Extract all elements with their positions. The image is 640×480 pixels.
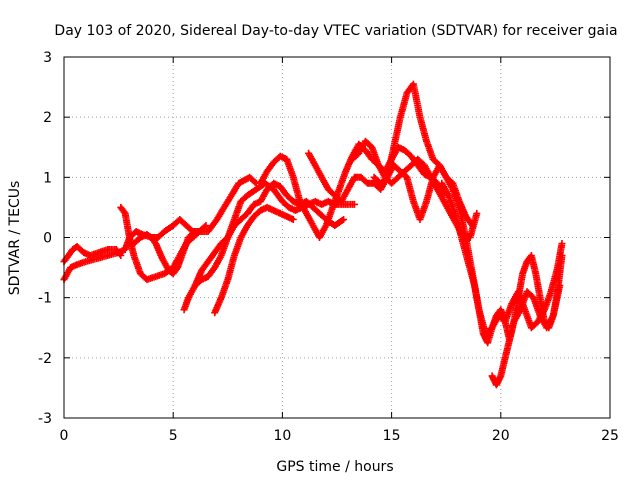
x-tick-label: 20 bbox=[492, 428, 510, 444]
x-tick-label: 0 bbox=[60, 428, 69, 444]
y-tick-label: 3 bbox=[43, 50, 52, 66]
y-tick-label: -2 bbox=[38, 351, 52, 367]
series-track-d bbox=[130, 228, 199, 278]
x-axis-label: GPS time / hours bbox=[276, 459, 393, 475]
series-markers bbox=[257, 140, 448, 241]
series-markers bbox=[488, 252, 566, 389]
x-tick-label: 5 bbox=[169, 428, 178, 444]
x-tick-label: 25 bbox=[601, 428, 619, 444]
grid bbox=[64, 57, 610, 418]
y-tick-label: 0 bbox=[43, 231, 52, 247]
y-tick-label: 1 bbox=[43, 170, 52, 186]
series-markers bbox=[211, 203, 297, 317]
series-markers bbox=[180, 179, 358, 314]
x-tick-label: 15 bbox=[383, 428, 401, 444]
y-axis-label: SDTVAR / TECUs bbox=[7, 181, 23, 296]
series-track-g bbox=[211, 203, 297, 317]
series-track-e bbox=[180, 179, 358, 314]
x-tick-label: 10 bbox=[273, 428, 291, 444]
y-tick-label: -1 bbox=[38, 291, 52, 307]
series-layer bbox=[60, 80, 566, 389]
y-tick-label: 2 bbox=[43, 110, 52, 126]
series-markers bbox=[130, 228, 199, 278]
series-track-m bbox=[488, 252, 566, 389]
axis-ticks: 0 5 10 15 20 25 -3 -2 -1 0 1 2 3 bbox=[38, 50, 619, 444]
chart-title: Day 103 of 2020, Sidereal Day-to-day VTE… bbox=[54, 23, 617, 39]
series-markers bbox=[191, 179, 348, 290]
series-track-h bbox=[257, 140, 448, 241]
y-tick-label: -3 bbox=[38, 411, 52, 427]
series-track-f bbox=[191, 179, 348, 290]
